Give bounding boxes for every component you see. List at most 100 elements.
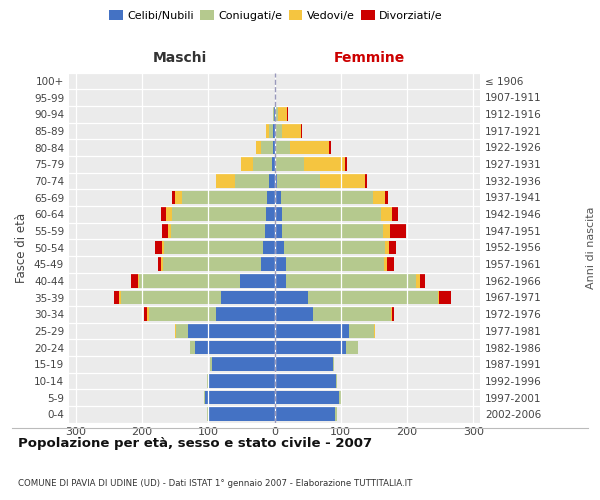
Bar — [275, 408, 335, 421]
Bar — [439, 290, 451, 304]
Bar — [329, 140, 331, 154]
Bar — [275, 140, 276, 154]
Bar — [176, 324, 188, 338]
Bar — [172, 190, 175, 204]
Bar — [275, 274, 286, 287]
Bar — [286, 274, 416, 287]
Text: Maschi: Maschi — [153, 52, 207, 66]
Bar — [286, 258, 384, 271]
Bar — [121, 290, 221, 304]
Bar — [274, 108, 275, 121]
Bar — [313, 308, 391, 321]
Bar — [188, 324, 275, 338]
Bar — [391, 308, 392, 321]
Bar — [272, 140, 275, 154]
Bar — [340, 390, 341, 404]
Bar — [283, 208, 380, 221]
Bar — [205, 390, 275, 404]
Bar — [419, 274, 425, 287]
Bar — [365, 174, 367, 188]
Text: Anni di nascita: Anni di nascita — [586, 206, 596, 289]
Bar — [172, 208, 266, 221]
Bar — [275, 224, 283, 237]
Bar — [216, 308, 275, 321]
Bar — [380, 208, 392, 221]
Bar — [335, 408, 337, 421]
Bar — [182, 190, 266, 204]
Bar — [253, 158, 272, 171]
Bar — [275, 240, 284, 254]
Y-axis label: Fasce di età: Fasce di età — [16, 212, 28, 282]
Bar — [320, 174, 365, 188]
Bar — [266, 190, 275, 204]
Bar — [269, 174, 275, 188]
Bar — [261, 258, 275, 271]
Bar — [283, 224, 383, 237]
Bar — [207, 374, 208, 388]
Bar — [144, 308, 147, 321]
Text: COMUNE DI PAVIA DI UDINE (UD) - Dati ISTAT 1° gennaio 2007 - Elaborazione TUTTIT: COMUNE DI PAVIA DI UDINE (UD) - Dati IST… — [18, 478, 412, 488]
Bar — [276, 140, 290, 154]
Bar — [390, 224, 406, 237]
Bar — [216, 174, 235, 188]
Bar — [275, 290, 308, 304]
Bar — [166, 208, 172, 221]
Bar — [114, 290, 119, 304]
Bar — [437, 290, 439, 304]
Bar — [277, 174, 320, 188]
Bar — [276, 124, 283, 138]
Bar — [208, 408, 275, 421]
Bar — [265, 224, 275, 237]
Bar — [163, 258, 261, 271]
Bar — [392, 208, 398, 221]
Bar — [273, 124, 275, 138]
Bar — [221, 290, 275, 304]
Bar — [208, 374, 275, 388]
Bar — [308, 290, 437, 304]
Bar — [138, 274, 139, 287]
Bar — [212, 358, 275, 371]
Bar — [240, 274, 275, 287]
Bar — [416, 274, 419, 287]
Bar — [373, 190, 385, 204]
Bar — [385, 190, 388, 204]
Bar — [336, 374, 337, 388]
Bar — [290, 140, 329, 154]
Bar — [275, 108, 278, 121]
Bar — [345, 158, 347, 171]
Bar — [171, 224, 265, 237]
Bar — [203, 390, 205, 404]
Bar — [263, 240, 275, 254]
Bar — [301, 124, 302, 138]
Bar — [163, 224, 168, 237]
Bar — [241, 158, 253, 171]
Bar — [161, 208, 166, 221]
Text: Popolazione per età, sesso e stato civile - 2007: Popolazione per età, sesso e stato civil… — [18, 437, 372, 450]
Bar — [275, 308, 313, 321]
Bar — [161, 258, 163, 271]
Bar — [175, 324, 176, 338]
Bar — [275, 390, 340, 404]
Bar — [275, 340, 346, 354]
Bar — [272, 108, 274, 121]
Bar — [149, 308, 216, 321]
Bar — [139, 274, 240, 287]
Bar — [269, 124, 273, 138]
Bar — [287, 108, 288, 121]
Text: Femmine: Femmine — [334, 52, 404, 66]
Bar — [275, 124, 276, 138]
Bar — [147, 308, 149, 321]
Bar — [278, 108, 287, 121]
Bar — [131, 274, 138, 287]
Legend: Celibi/Nubili, Coniugati/e, Vedovi/e, Divorziati/e: Celibi/Nubili, Coniugati/e, Vedovi/e, Di… — [105, 6, 447, 25]
Bar — [210, 358, 212, 371]
Bar — [275, 90, 277, 104]
Bar — [384, 258, 387, 271]
Bar — [387, 258, 394, 271]
Bar — [275, 258, 286, 271]
Bar — [266, 124, 269, 138]
Bar — [266, 208, 275, 221]
Bar — [392, 308, 394, 321]
Bar — [385, 240, 389, 254]
Bar — [275, 158, 276, 171]
